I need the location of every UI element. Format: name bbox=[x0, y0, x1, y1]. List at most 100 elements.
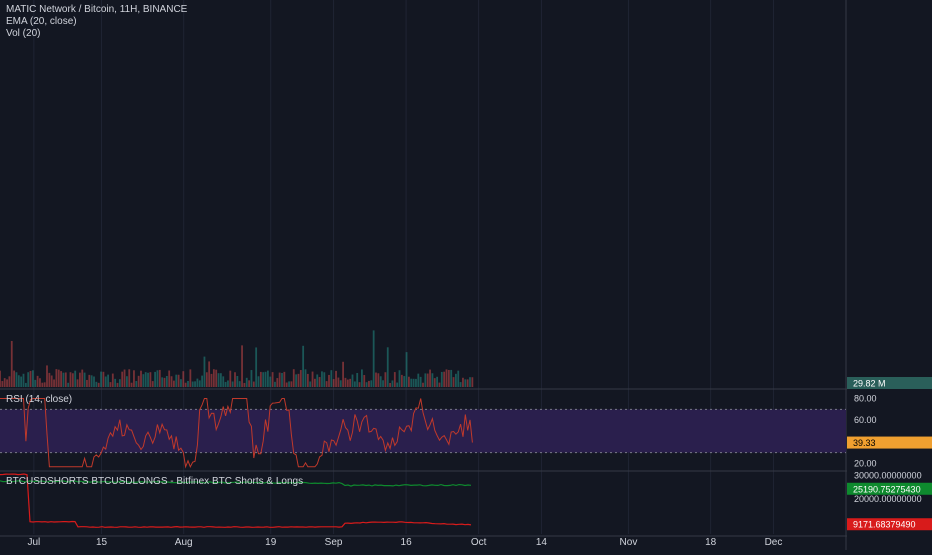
rsi-legend[interactable]: RSI (14, close) bbox=[6, 394, 73, 405]
volume-bar bbox=[424, 373, 427, 387]
volume-bar bbox=[431, 373, 434, 387]
volume-bar bbox=[187, 380, 189, 387]
volume-bar bbox=[231, 381, 234, 387]
rsi-value-label-bg bbox=[847, 436, 932, 449]
volume-bar bbox=[370, 380, 373, 387]
volume-bar bbox=[389, 382, 391, 387]
volume-bar bbox=[128, 369, 131, 387]
volume-bar bbox=[151, 381, 154, 387]
volume-bar bbox=[321, 371, 323, 387]
volume-bar bbox=[8, 376, 11, 387]
volume-bar bbox=[194, 381, 196, 387]
volume-bar bbox=[410, 378, 413, 387]
volume-bar bbox=[161, 377, 164, 387]
volume-bar bbox=[71, 373, 74, 387]
volume-bar bbox=[158, 369, 161, 387]
longs-value-label-bg bbox=[847, 482, 932, 495]
volume-bar bbox=[60, 371, 62, 387]
volume-bar bbox=[459, 382, 462, 387]
volume-bar bbox=[344, 377, 347, 387]
volume-value-label: 29.82 M bbox=[853, 379, 886, 389]
time-tick-label: Oct bbox=[471, 537, 487, 548]
volume-bar bbox=[297, 373, 300, 387]
volume-bar bbox=[170, 376, 173, 387]
volume-bar bbox=[0, 370, 1, 387]
volume-bar bbox=[245, 377, 248, 387]
volume-bar bbox=[356, 372, 359, 387]
rsi-tick-label: 60.00 bbox=[854, 415, 877, 425]
volume-bar bbox=[318, 377, 321, 387]
volume-bar bbox=[133, 370, 135, 387]
volume-bar bbox=[332, 379, 335, 387]
volume-bar bbox=[220, 373, 222, 387]
volume-bar bbox=[175, 374, 178, 387]
volume-bar bbox=[288, 381, 290, 387]
volume-bar bbox=[323, 372, 326, 387]
shorts-longs-pane bbox=[0, 473, 472, 528]
volume-bar bbox=[22, 373, 25, 387]
volume-bar bbox=[384, 372, 387, 387]
volume-legend[interactable]: Vol (20) bbox=[6, 28, 41, 39]
volume-bar bbox=[229, 370, 232, 387]
volume-bar bbox=[86, 379, 88, 387]
volume-bar bbox=[455, 373, 457, 387]
volume-bar bbox=[62, 372, 65, 387]
rsi-tick-label: 20.00 bbox=[854, 459, 877, 469]
volume-bar bbox=[445, 369, 448, 387]
volume-bar bbox=[349, 378, 352, 387]
volume-bar bbox=[140, 370, 142, 387]
volume-bar bbox=[377, 373, 380, 387]
volume-bar bbox=[452, 377, 455, 387]
volume-bar bbox=[55, 369, 58, 387]
volume-bar bbox=[79, 372, 81, 387]
volume-bar bbox=[182, 371, 185, 387]
volume-bar bbox=[100, 371, 102, 387]
volume-bar bbox=[191, 381, 194, 387]
volume-bar bbox=[372, 330, 375, 387]
volume-bar bbox=[412, 378, 415, 387]
shorts-longs-legend[interactable]: BTCUSDSHORTS BTCUSDLONGS - Bitfinex BTC … bbox=[6, 476, 304, 487]
volume-bar bbox=[43, 382, 46, 387]
volume-bar bbox=[142, 374, 145, 387]
volume-bar bbox=[361, 369, 363, 387]
volume-bar bbox=[121, 371, 124, 387]
shorts-value-label: 9171.68379490 bbox=[853, 520, 916, 530]
volume-bar bbox=[53, 379, 55, 387]
chart-title[interactable]: MATIC Network / Bitcoin, 11H, BINANCE bbox=[6, 4, 188, 15]
volume-bar bbox=[32, 370, 34, 387]
volume-bar bbox=[208, 361, 211, 387]
volume-bar bbox=[375, 372, 377, 387]
volume-bar bbox=[215, 369, 218, 387]
volume-bar bbox=[379, 376, 382, 387]
volume-bar bbox=[203, 356, 206, 387]
volume-bar bbox=[20, 376, 23, 387]
volume-bar bbox=[316, 374, 319, 387]
volume-bar bbox=[29, 370, 32, 387]
volume-bar bbox=[450, 369, 453, 387]
time-tick-label: Aug bbox=[175, 537, 193, 548]
volume-bar bbox=[83, 372, 86, 387]
ema-legend[interactable]: EMA (20, close) bbox=[6, 16, 77, 27]
volume-bar bbox=[95, 381, 98, 387]
shorts-longs-tick-label: 30000.00000000 bbox=[854, 471, 922, 481]
volume-bar bbox=[177, 374, 180, 387]
volume-bar bbox=[457, 370, 460, 387]
shorts-value-label-bg bbox=[847, 518, 932, 531]
volume-bar bbox=[173, 380, 175, 387]
volume-bar bbox=[88, 374, 91, 387]
volume-bar bbox=[46, 365, 48, 387]
volume-bar bbox=[264, 371, 267, 387]
volume-bar bbox=[39, 378, 41, 387]
volume-bar bbox=[24, 382, 27, 387]
volume-bar bbox=[335, 370, 337, 387]
volume-bar bbox=[269, 376, 272, 387]
volume-bar bbox=[102, 371, 105, 387]
volume-bar bbox=[217, 373, 220, 387]
volume-bar bbox=[281, 372, 283, 387]
volume-bar bbox=[6, 379, 8, 387]
volume-bar bbox=[400, 374, 403, 387]
volume-bar bbox=[462, 377, 464, 387]
volume-bar bbox=[81, 369, 84, 387]
